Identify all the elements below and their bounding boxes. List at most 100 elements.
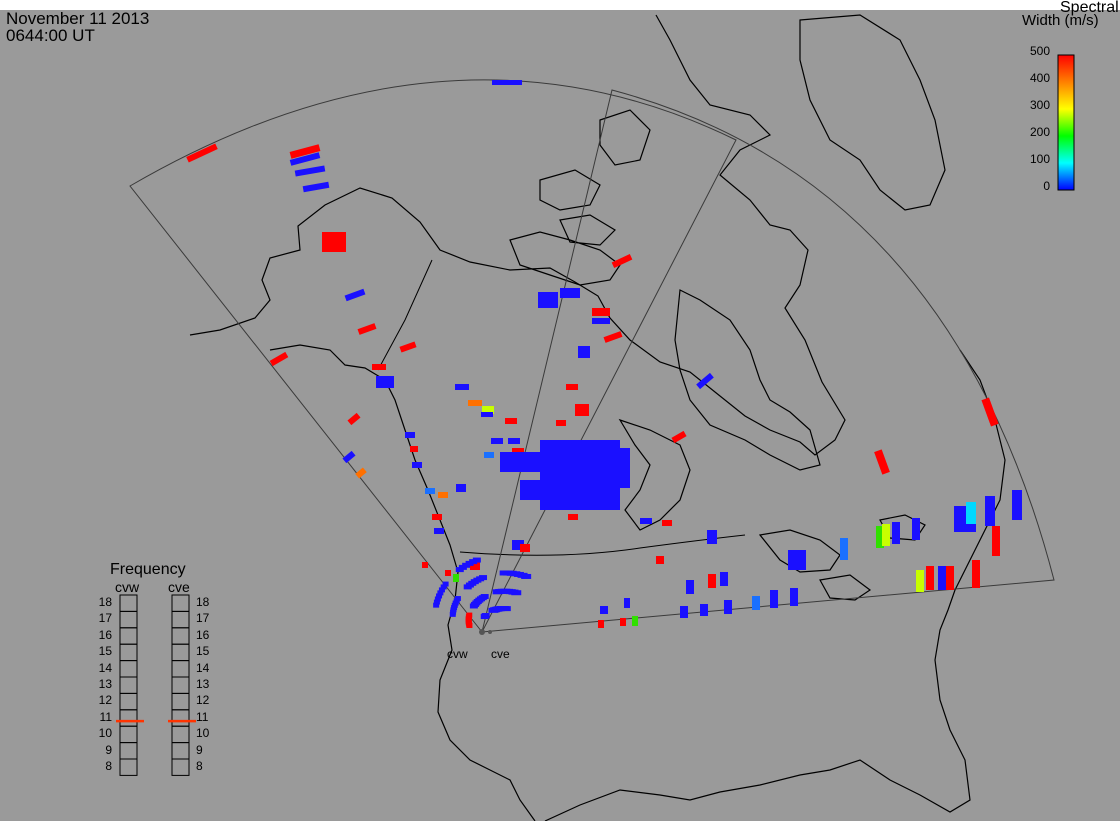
scatter-cell (322, 232, 346, 252)
frequency-boxes (119, 594, 190, 776)
scatter-cell (434, 528, 444, 534)
scatter-cell (981, 397, 999, 427)
scatter-cell (972, 560, 980, 588)
frequency-tick-label: 14 (196, 660, 210, 675)
frequency-box (171, 660, 190, 678)
scatter-cell (512, 540, 524, 550)
scatter-cell (445, 570, 451, 576)
scatter-cell (500, 452, 540, 472)
frequency-box (171, 742, 190, 760)
scatter-cell (575, 404, 589, 416)
scatter-cell (492, 80, 522, 85)
scatter-cell (671, 430, 687, 444)
scatter-cell (500, 606, 511, 612)
scatter-cell (580, 448, 630, 488)
frequency-tick-label: 17 (98, 611, 112, 626)
scatter-cell (289, 144, 321, 159)
frequency-box (119, 627, 138, 645)
scatter-cell (372, 364, 386, 370)
frequency-tick-label: 12 (196, 693, 210, 708)
scatter-cell (992, 526, 1000, 556)
scatter-cell (770, 590, 778, 608)
frequency-tick-label: 10 (98, 726, 112, 741)
colorbar-title-line1: Spectral (1060, 0, 1119, 16)
scatter-cell (440, 584, 447, 590)
frequency-tick-label: 10 (196, 726, 210, 741)
scatter-cell (466, 612, 473, 618)
scatter-cell (946, 566, 954, 590)
frequency-tick-label: 17 (196, 611, 210, 626)
scatter-cell (568, 514, 578, 520)
scatter-cell (481, 613, 490, 619)
scatter-cell (491, 438, 503, 444)
frequency-box (119, 643, 138, 662)
scatter-cell (347, 412, 361, 426)
frequency-box (119, 742, 138, 760)
frequency-tick-label: 16 (196, 627, 210, 642)
scatter-cell (470, 560, 480, 570)
frequency-box (119, 660, 138, 678)
scatter-cell (481, 412, 493, 417)
frequency-tick-label: 9 (105, 742, 112, 757)
radar-label-cvw: cvw (447, 647, 468, 661)
frequency-box (171, 725, 190, 744)
scatter-cell (456, 484, 466, 492)
colorbar-tick: 0 (1043, 179, 1050, 193)
frequency-box (171, 676, 190, 694)
scatter-cell (410, 446, 418, 452)
scatter-cell (707, 530, 717, 544)
frequency-box (171, 594, 190, 612)
scatter-cell (874, 449, 890, 475)
scatter-cell (186, 143, 218, 163)
frequency-box (171, 643, 190, 662)
scatter-cell (611, 254, 633, 268)
scatter-cell (482, 406, 494, 414)
scatter-cell (882, 524, 890, 546)
frequency-tick-label: 11 (99, 709, 112, 724)
scatter-cell (938, 566, 946, 590)
scatter-cell (453, 574, 459, 582)
scatter-cell (686, 580, 694, 594)
frequency-box (171, 627, 190, 645)
scatter-cell (344, 288, 366, 302)
frequency-box (171, 758, 190, 776)
scatter-cell (505, 418, 517, 424)
scatter-cell (484, 452, 494, 458)
scatter-cell (433, 602, 440, 608)
scatter-cell (916, 570, 924, 592)
scatter-cell (479, 575, 488, 581)
scatter-cell (436, 593, 443, 599)
scatter-cell (790, 588, 798, 606)
scatter-cell (556, 420, 566, 426)
scatter-cell (438, 587, 445, 593)
scatter-cell (412, 462, 422, 468)
frequency-box (171, 692, 190, 711)
colorbar-tick: 500 (1029, 44, 1050, 58)
scatter-cell (422, 562, 428, 568)
scatter-cell (926, 566, 934, 590)
scatter-cell (437, 590, 444, 596)
scatter-cell (876, 526, 884, 548)
scatter-cell (376, 376, 394, 388)
scatter-cell (472, 557, 481, 563)
scatter-cell (468, 400, 482, 406)
scatter-cell (966, 502, 976, 524)
frequency-tick-label: 18 (98, 595, 112, 609)
scatter-cell (357, 323, 377, 335)
colorbar-tick: 300 (1029, 98, 1050, 112)
frequency-box (119, 758, 138, 776)
time-label: 0644:00 UT (6, 26, 95, 45)
scatter-cell (662, 520, 672, 526)
colorbar-tick: 100 (1029, 152, 1050, 166)
frequency-box (119, 610, 138, 629)
border-alaska (377, 259, 433, 371)
scatter-cell (632, 616, 638, 626)
coastline-greenland (799, 14, 946, 211)
scatter-cell (788, 550, 806, 570)
fov-cve (481, 89, 1055, 633)
frequency-tick-label: 8 (196, 759, 203, 773)
scatter-cell (912, 518, 920, 540)
scatter-cell (434, 596, 441, 602)
frequency-tick-label: 13 (98, 677, 112, 691)
colorbar-scale (1057, 54, 1075, 191)
